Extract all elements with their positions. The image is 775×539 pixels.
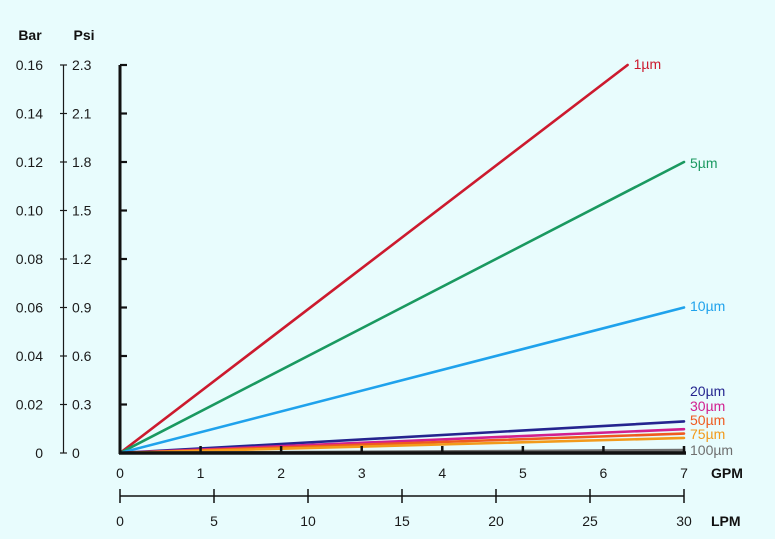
y-tick-label-psi: 1.8 xyxy=(72,154,92,170)
series-line xyxy=(118,306,686,455)
x-tick-label-gpm: 1 xyxy=(197,465,205,481)
y-tick-label-bar: 0.02 xyxy=(16,397,43,413)
y-tick-label-psi: 1.2 xyxy=(72,251,92,267)
y-tick-label-psi: 0.3 xyxy=(72,397,92,413)
y-tick-label-bar: 0.14 xyxy=(16,106,43,122)
x-tick-label-gpm: 5 xyxy=(519,465,527,481)
series-line xyxy=(118,160,686,455)
y-tick-label-bar: 0.06 xyxy=(16,300,43,316)
x-tick-label-lpm: 10 xyxy=(300,513,316,529)
y-tick-label-psi: 0 xyxy=(72,445,80,461)
x-tick-label-lpm: 5 xyxy=(210,513,218,529)
x-tick-label-lpm: 0 xyxy=(116,513,124,529)
y-tick-label-bar: 0.08 xyxy=(16,251,43,267)
x-tick-label-gpm: 6 xyxy=(600,465,608,481)
y-axis-unit-bar: Bar xyxy=(18,27,42,43)
y-axis-unit-psi: Psi xyxy=(73,27,94,43)
series-label: 10µm xyxy=(690,298,725,314)
x-axis-unit-gpm: GPM xyxy=(711,465,743,481)
x-tick-label-gpm: 0 xyxy=(116,465,124,481)
y-tick-label-psi: 0.6 xyxy=(72,348,92,364)
y-tick-label-psi: 2.3 xyxy=(72,57,92,73)
series-label: 50µm xyxy=(690,412,725,428)
x-tick-label-gpm: 4 xyxy=(438,465,446,481)
y-tick-label-psi: 0.9 xyxy=(72,300,92,316)
x-tick-label-lpm: 15 xyxy=(394,513,410,529)
series-label: 5µm xyxy=(690,155,718,171)
y-tick-label-psi: 2.1 xyxy=(72,106,92,122)
series-label: 100µm xyxy=(690,442,733,458)
series-label: 20µm xyxy=(690,383,725,399)
series-line xyxy=(118,63,629,455)
y-axis-labels: 0 0 0.02 0.3 0.04 0.6 0.06 0.9 0.08 1.2 0.10 1.5 0.1… xyxy=(16,57,92,461)
y-tick-label-bar: 0 xyxy=(35,445,43,461)
series-label: 30µm xyxy=(690,398,725,414)
x-tick-label-lpm: 20 xyxy=(488,513,504,529)
x-tick-label-gpm: 3 xyxy=(358,465,366,481)
x-tick-label-lpm: 30 xyxy=(676,513,692,529)
y-tick-label-bar: 0.04 xyxy=(16,348,43,364)
axes-layer: 0 1 2 3 4 5 6 7 0 5 10 15 20 25 30 xyxy=(116,63,692,529)
y-tick-label-bar: 0.10 xyxy=(16,203,43,219)
x-tick-label-lpm: 25 xyxy=(582,513,598,529)
series-label: 1µm xyxy=(634,56,662,72)
y-tick-label-bar: 0.16 xyxy=(16,57,43,73)
x-tick-label-gpm: 7 xyxy=(680,465,688,481)
x-tick-label-gpm: 2 xyxy=(277,465,285,481)
y-tick-label-bar: 0.12 xyxy=(16,154,43,170)
series-label: 75µm xyxy=(690,426,725,442)
x-axis-unit-lpm: LPM xyxy=(711,513,741,529)
y-tick-label-psi: 1.5 xyxy=(72,203,92,219)
series-line xyxy=(118,436,686,455)
